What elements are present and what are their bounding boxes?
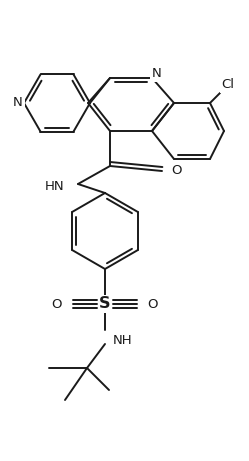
Text: HN: HN <box>44 179 64 193</box>
Text: O: O <box>52 297 62 311</box>
Text: S: S <box>99 296 111 312</box>
Text: O: O <box>171 165 181 177</box>
Text: N: N <box>13 96 23 110</box>
Text: NH: NH <box>113 333 133 347</box>
Text: Cl: Cl <box>222 78 235 91</box>
Text: O: O <box>148 297 158 311</box>
Text: N: N <box>152 67 162 81</box>
